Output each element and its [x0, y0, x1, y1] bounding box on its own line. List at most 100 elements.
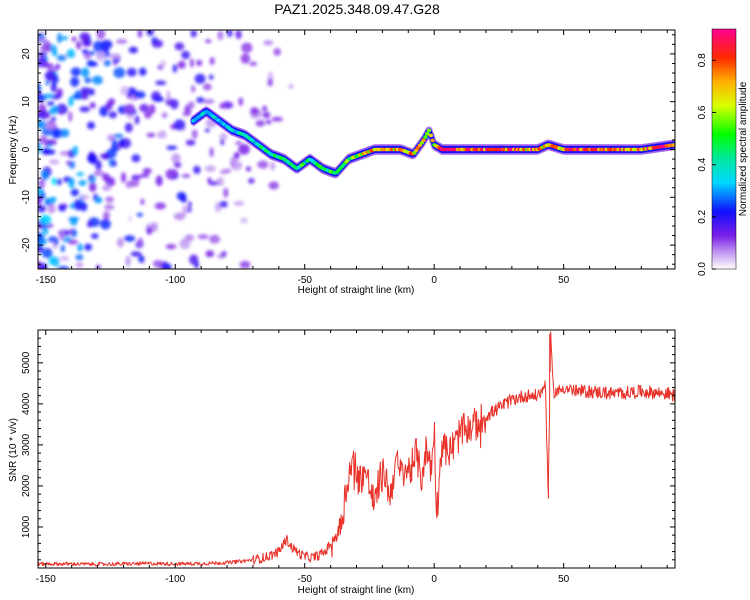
y-tick-label: 4000	[21, 392, 32, 415]
noise-blob	[81, 67, 90, 78]
noise-blob	[193, 165, 201, 175]
noise-blob	[70, 188, 79, 197]
x-tick-label: -50	[297, 275, 312, 286]
noise-blob	[138, 255, 145, 263]
noise-blob	[124, 103, 135, 115]
x-tick-label: -150	[36, 275, 56, 286]
y-tick-label: 10	[21, 96, 32, 108]
noise-blob	[49, 159, 60, 165]
noise-blob	[239, 260, 251, 269]
ridge-point	[430, 138, 435, 143]
noise-blob	[182, 111, 192, 117]
noise-blob	[130, 251, 142, 257]
noise-blob	[40, 214, 52, 226]
noise-blob	[87, 221, 93, 228]
noise-blob	[131, 174, 141, 181]
noise-blob	[84, 77, 92, 84]
noise-blob	[142, 168, 152, 174]
noise-blob	[191, 85, 196, 93]
noise-blob	[240, 53, 251, 64]
ridge-point	[421, 138, 426, 143]
noise-blob	[181, 195, 187, 203]
noise-blob	[238, 143, 250, 155]
noise-blob	[265, 120, 272, 125]
noise-blob	[39, 135, 48, 145]
noise-blob	[219, 103, 226, 109]
noise-blob	[185, 139, 196, 146]
noise-blob	[51, 256, 60, 267]
noise-blob	[87, 154, 97, 163]
x-tick-label: 0	[431, 275, 437, 286]
y-tick-label: 20	[21, 48, 32, 60]
noise-blob	[108, 111, 118, 119]
noise-blob	[88, 175, 94, 180]
noise-blob	[146, 226, 153, 235]
noise-blob	[52, 48, 58, 57]
x-tick-label: -50	[297, 574, 312, 585]
colorbar-label: Normalized spectral amplitude	[738, 81, 749, 216]
noise-blob	[47, 203, 56, 214]
noise-blob	[113, 67, 126, 78]
noise-blob	[120, 85, 129, 96]
noise-blob	[235, 140, 242, 146]
noise-blob	[80, 91, 89, 100]
ridge-point	[423, 135, 428, 139]
y-tick-label: 2000	[21, 474, 32, 497]
noise-blob	[161, 112, 168, 119]
noise-blob	[71, 228, 77, 238]
y-tick-label: 1000	[21, 515, 32, 538]
colorbar-tick-label: 0.2	[697, 209, 708, 223]
noise-blob	[60, 244, 65, 253]
noise-blob	[109, 53, 121, 59]
noise-blob	[137, 237, 144, 248]
snr-area	[38, 330, 675, 568]
noise-blob	[76, 40, 82, 50]
noise-blob	[140, 198, 145, 206]
noise-blob	[238, 97, 244, 106]
noise-blob	[77, 243, 83, 252]
noise-blob	[217, 30, 224, 41]
noise-blob	[45, 197, 50, 206]
noise-blob	[39, 178, 46, 189]
spectrogram-ylabel: Frequency (Hz)	[8, 116, 19, 185]
colorbar-tick-label: 0.4	[697, 157, 708, 171]
noise-blob	[196, 97, 205, 103]
colorbar-tick-label: 0.8	[697, 53, 708, 67]
noise-blob	[73, 199, 82, 211]
noise-blob	[103, 59, 112, 67]
snr-ticks: -150 -100 -50 0 50 1000 2000 3000 4000 5000	[21, 330, 675, 585]
noise-blob	[60, 128, 70, 138]
noise-blob	[87, 121, 95, 130]
noise-blob	[76, 172, 85, 177]
noise-blob	[56, 54, 67, 62]
noise-blob	[80, 32, 91, 42]
noise-blob	[208, 74, 214, 80]
noise-blob	[230, 156, 236, 168]
noise-blob	[209, 147, 214, 158]
noise-blob	[270, 161, 276, 171]
y-tick-label: -20	[21, 237, 32, 252]
noise-blob	[50, 82, 57, 93]
noise-blob	[44, 149, 56, 155]
noise-blob	[219, 201, 228, 208]
noise-blob	[271, 116, 284, 122]
noise-blob	[196, 59, 203, 67]
noise-blob	[262, 111, 271, 119]
y-tick-label: -10	[21, 190, 32, 205]
noise-blob	[174, 42, 185, 51]
ridge-point	[428, 133, 433, 138]
noise-blob	[181, 173, 191, 178]
noise-blob	[170, 99, 179, 110]
x-tick-label: 50	[558, 275, 570, 286]
noise-blob	[152, 259, 164, 268]
noise-blob	[131, 154, 141, 163]
noise-blob	[121, 172, 126, 183]
spectrogram-ridge	[189, 106, 675, 179]
noise-blob	[204, 39, 212, 44]
noise-blob	[288, 83, 294, 90]
noise-blob	[84, 243, 93, 251]
noise-blob	[128, 46, 138, 54]
noise-blob	[204, 165, 216, 172]
noise-blob	[105, 196, 114, 203]
colorbar-tick-label: 0.6	[697, 105, 708, 119]
